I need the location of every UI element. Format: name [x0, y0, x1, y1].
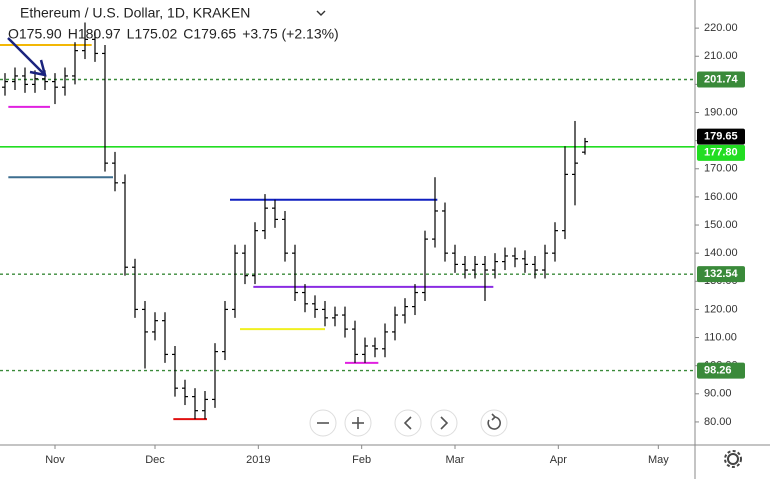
scroll-left-button[interactable]	[394, 409, 422, 437]
y-tick-label: 120.00	[704, 303, 738, 315]
scroll-right-button[interactable]	[430, 409, 458, 437]
price-label: 177.80	[704, 147, 738, 159]
arrow-annotation	[7, 37, 45, 75]
ohlc-readout: O175.90 H180.97 L175.02 C179.65 +3.75 (+2.13…	[8, 26, 339, 42]
y-tick-label: 160.00	[704, 191, 738, 203]
plot-area	[0, 22, 695, 421]
ohlc-value: H180.97	[68, 26, 121, 42]
x-tick-label: Nov	[45, 454, 65, 466]
price-label-box	[697, 71, 745, 88]
x-tick-label: Feb	[352, 454, 371, 466]
zoom-out-button[interactable]	[309, 409, 337, 437]
x-tick-label: Apr	[550, 454, 567, 466]
y-tick-label: 150.00	[704, 219, 738, 231]
x-tick-label: May	[648, 454, 669, 466]
price-label: 201.74	[704, 73, 739, 85]
price-label: 98.26	[704, 364, 732, 376]
y-tick-label: 220.00	[704, 22, 738, 34]
axes: 80.0090.00100.00110.00120.00130.00140.00…	[45, 22, 745, 466]
price-label: 132.54	[704, 268, 739, 280]
ohlc-value: L175.02	[127, 26, 178, 42]
y-tick-label: 190.00	[704, 106, 738, 118]
x-tick-label: 2019	[246, 454, 270, 466]
y-tick-label: 170.00	[704, 163, 738, 175]
ohlc-value: O175.90	[8, 26, 62, 42]
ohlc-value: C179.65	[183, 26, 236, 42]
y-tick-label: 140.00	[704, 247, 738, 259]
ohlc-value: +3.75 (+2.13%)	[242, 26, 339, 42]
x-tick-label: Mar	[446, 454, 465, 466]
price-label-box	[697, 128, 745, 145]
arrow-head	[29, 59, 47, 77]
reset-button[interactable]	[480, 409, 508, 437]
price-label-box	[697, 144, 745, 161]
y-tick-label: 210.00	[704, 50, 738, 62]
price-label: 179.65	[704, 131, 738, 143]
price-label-box	[697, 266, 745, 283]
y-tick-label: 80.00	[704, 416, 732, 428]
zoom-in-button[interactable]	[344, 409, 372, 437]
settings-button[interactable]	[724, 450, 742, 468]
y-tick-label: 90.00	[704, 388, 732, 400]
y-tick-label: 110.00	[704, 331, 737, 343]
title-dropdown[interactable]	[316, 10, 326, 16]
symbol-title[interactable]: Ethereum / U.S. Dollar, 1D, KRAKEN	[20, 5, 250, 21]
price-label-box	[697, 362, 745, 379]
x-tick-label: Dec	[145, 454, 165, 466]
